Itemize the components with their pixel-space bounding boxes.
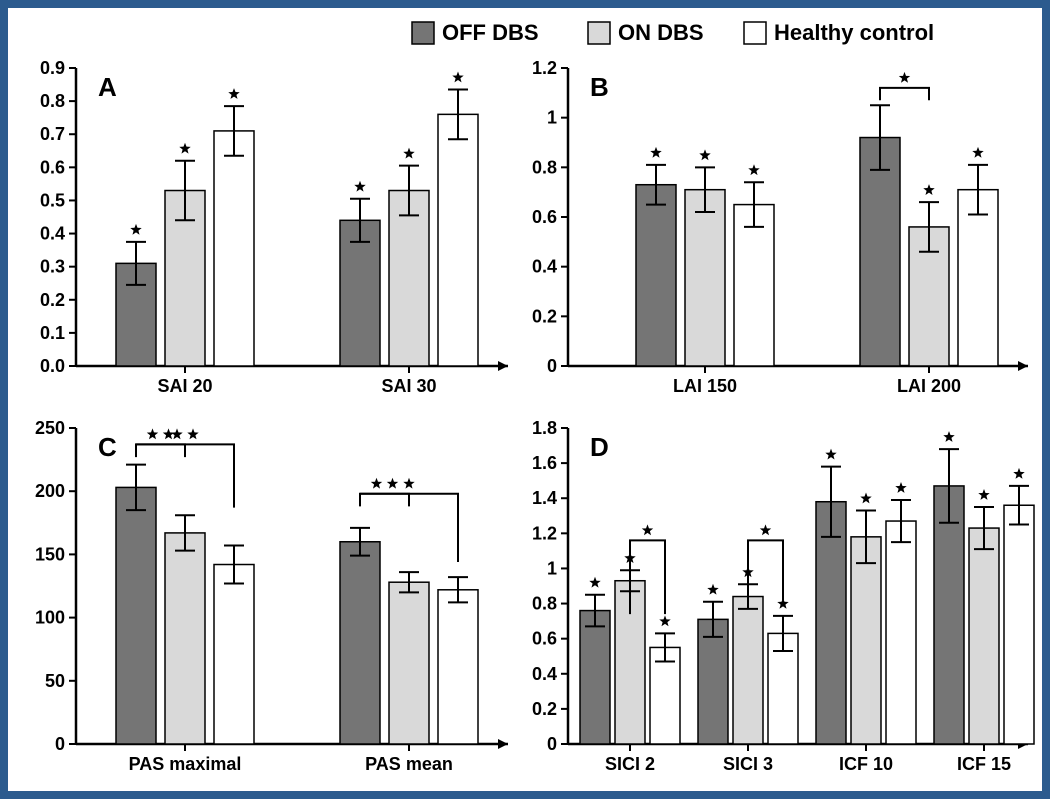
group-label: PAS maximal [129, 754, 242, 774]
bar-on_dbs [969, 528, 999, 744]
ytick-label: 1 [547, 558, 557, 578]
ytick-label: 0.1 [40, 323, 65, 343]
bar-off_dbs [698, 619, 728, 744]
legend-swatch [412, 22, 434, 44]
bar-off_dbs [860, 138, 900, 366]
bar-healthy [438, 590, 478, 744]
group-label: SICI 2 [605, 754, 655, 774]
group-label: LAI 150 [673, 376, 737, 396]
legend-swatch [588, 22, 610, 44]
ytick-label: 0.2 [532, 699, 557, 719]
ytick-label: 0.0 [40, 356, 65, 376]
group-label: SICI 3 [723, 754, 773, 774]
ytick-label: 100 [35, 608, 65, 628]
bar-off_dbs [116, 487, 156, 744]
bar-off_dbs [934, 486, 964, 744]
bar-healthy [734, 205, 774, 366]
legend-label: ON DBS [618, 20, 704, 45]
legend-label: Healthy control [774, 20, 934, 45]
ytick-label: 1.2 [532, 523, 557, 543]
ytick-label: 1.8 [532, 418, 557, 438]
bar-off_dbs [636, 185, 676, 366]
group-label: LAI 200 [897, 376, 961, 396]
ytick-label: 0.4 [532, 257, 557, 277]
ytick-label: 0.6 [532, 629, 557, 649]
bar-on_dbs [165, 533, 205, 744]
legend: OFF DBS ON DBS Healthy control [412, 20, 934, 45]
bar-on_dbs [389, 191, 429, 366]
figure-svg: OFF DBS ON DBS Healthy control 0.0 0.1 0.2 0.3… [8, 8, 1042, 791]
bar-off_dbs [340, 542, 380, 744]
group-label: SAI 20 [157, 376, 212, 396]
group-label: ICF 15 [957, 754, 1011, 774]
group-label: PAS mean [365, 754, 453, 774]
ytick-label: 0.8 [532, 594, 557, 614]
bar-healthy [214, 131, 254, 366]
ytick-label: 0.6 [40, 157, 65, 177]
ytick-label: 0.2 [40, 290, 65, 310]
ytick-label: 200 [35, 481, 65, 501]
bar-on_dbs [389, 582, 429, 744]
panel-letter: D [590, 432, 609, 462]
panel-letter: C [98, 432, 117, 462]
bar-healthy [1004, 505, 1034, 744]
group-label: SAI 30 [381, 376, 436, 396]
ytick-label: 1 [547, 108, 557, 128]
ytick-label: 0.4 [40, 224, 65, 244]
ytick-label: 0.2 [532, 306, 557, 326]
bar-off_dbs [816, 502, 846, 744]
panel-B: 0 0.2 0.4 0.6 0.8 1 1.2 LAI 150 LAI 200 B [532, 58, 1028, 396]
panel-C: 0 50 100 150 200 250 PAS maximal PAS mean C [35, 418, 508, 774]
bar-healthy [214, 565, 254, 744]
ytick-label: 1.4 [532, 488, 557, 508]
bar-on_dbs [685, 190, 725, 366]
ytick-label: 0.5 [40, 190, 65, 210]
ytick-label: 150 [35, 544, 65, 564]
ytick-label: 0 [547, 734, 557, 754]
panel-letter: A [98, 72, 117, 102]
ytick-label: 0.6 [532, 207, 557, 227]
bar-on_dbs [733, 597, 763, 744]
ytick-label: 50 [45, 671, 65, 691]
bar-on_dbs [851, 537, 881, 744]
panel-D: 0 0.2 0.4 0.6 0.8 1 1.2 1.4 1.6 1.8 SICI 2 SICI 3 IC… [532, 418, 1034, 774]
ytick-label: 0 [55, 734, 65, 754]
group-label: ICF 10 [839, 754, 893, 774]
legend-label: OFF DBS [442, 20, 539, 45]
bar-off_dbs [580, 611, 610, 744]
ytick-label: 1.2 [532, 58, 557, 78]
legend-swatch [744, 22, 766, 44]
ytick-label: 1.6 [532, 453, 557, 473]
ytick-label: 0.7 [40, 124, 65, 144]
bar-healthy [886, 521, 916, 744]
panel-letter: B [590, 72, 609, 102]
bar-healthy [958, 190, 998, 366]
ytick-label: 0.4 [532, 664, 557, 684]
ytick-label: 0 [547, 356, 557, 376]
bar-healthy [438, 114, 478, 366]
ytick-label: 250 [35, 418, 65, 438]
figure-frame: OFF DBS ON DBS Healthy control 0.0 0.1 0.2 0.3… [8, 8, 1042, 791]
ytick-label: 0.8 [532, 157, 557, 177]
ytick-label: 0.3 [40, 257, 65, 277]
ytick-label: 0.9 [40, 58, 65, 78]
panel-A: 0.0 0.1 0.2 0.3 0.4 0.5 0.6 0.7 0.8 0.9 SAI 20 SAI … [40, 58, 508, 396]
ytick-label: 0.8 [40, 91, 65, 111]
